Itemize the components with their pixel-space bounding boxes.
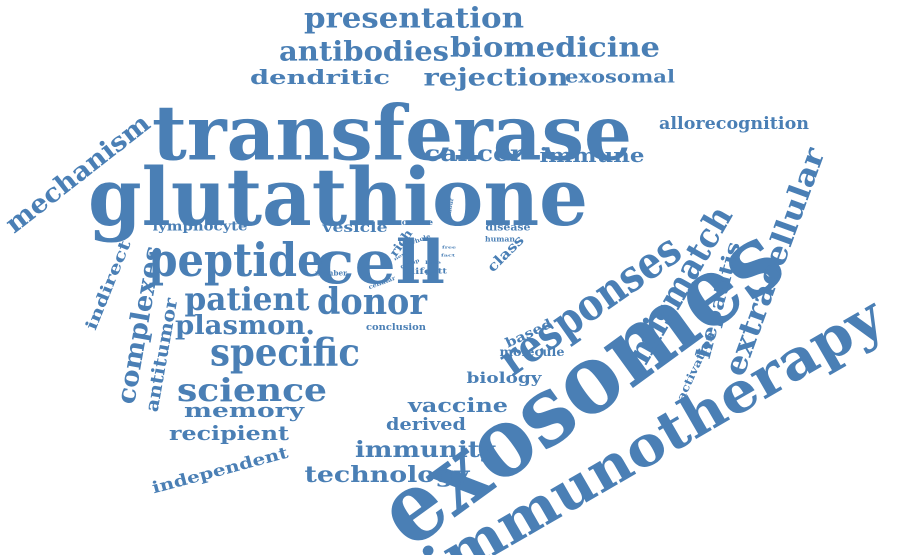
word-derived: derived bbox=[386, 415, 466, 435]
word-exosome: exosome bbox=[391, 217, 433, 227]
word-molecule: molecule bbox=[500, 345, 565, 359]
word-peptide: peptide bbox=[149, 233, 324, 287]
word-conclusion: conclusion bbox=[366, 323, 426, 333]
word-dendritic: dendritic bbox=[250, 65, 390, 89]
word-number: number bbox=[315, 269, 347, 278]
word-tiny2: free bbox=[442, 245, 457, 250]
word-gstt: gstt bbox=[425, 267, 448, 276]
word-tiny3: fact bbox=[441, 253, 455, 258]
word-technology: technology bbox=[305, 462, 471, 488]
word-rejection: rejection bbox=[424, 63, 569, 92]
word-immune: immune bbox=[540, 143, 645, 167]
word-cancer: cancer bbox=[424, 141, 524, 167]
word-lymphocyte: lymphocyte bbox=[153, 220, 248, 235]
word-disease: disease bbox=[486, 223, 531, 234]
word-plasmon: plasmon. bbox=[175, 311, 315, 341]
word-memory: memory bbox=[184, 398, 306, 422]
word-exosomal: exosomal bbox=[565, 67, 675, 88]
word-biomedicine: biomedicine bbox=[450, 33, 660, 64]
word-presentation: presentation bbox=[304, 2, 524, 35]
word-biology: biology bbox=[467, 369, 544, 387]
word-vaccine: vaccine bbox=[407, 393, 508, 417]
word-allorecognition: allorecognition bbox=[659, 114, 809, 134]
word-like: like bbox=[425, 260, 441, 266]
word-independent: independent bbox=[150, 443, 291, 498]
word-vesicle: vesicle bbox=[321, 220, 387, 236]
word-human: human bbox=[485, 235, 515, 244]
word-immunity: immunity bbox=[355, 437, 496, 463]
word-recipient: recipient bbox=[169, 421, 290, 445]
